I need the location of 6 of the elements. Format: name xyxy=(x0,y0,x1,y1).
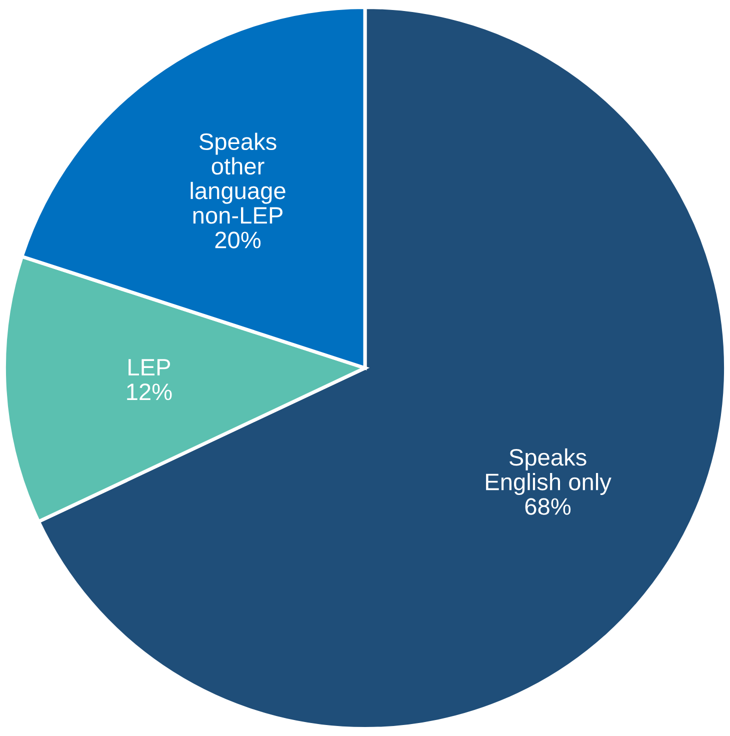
slice-label: Speaks other language non-LEP xyxy=(190,132,286,224)
slice-label: LEP xyxy=(128,359,170,376)
data-label: 12% xyxy=(127,384,172,400)
slice-label: Speaks English only xyxy=(486,448,612,495)
data-label: 68% xyxy=(525,498,571,515)
data-label: 20% xyxy=(215,232,261,248)
